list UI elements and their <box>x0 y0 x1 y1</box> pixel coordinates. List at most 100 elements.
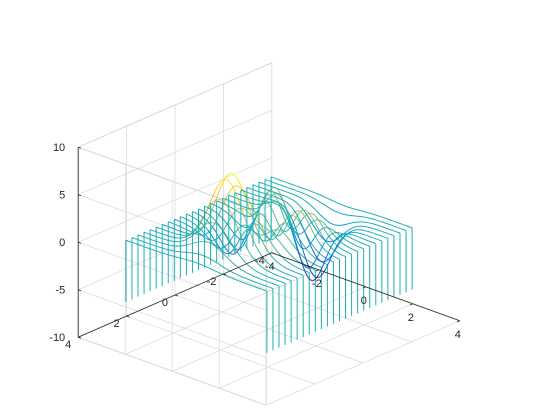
profile-segment <box>292 275 295 278</box>
profile-segment <box>262 187 265 190</box>
profile-segment <box>307 239 311 246</box>
profile-segment <box>271 190 275 193</box>
profile-segment <box>299 205 303 209</box>
profile-segment <box>395 230 398 233</box>
profile-segment <box>377 229 381 232</box>
profile-segment <box>331 232 335 235</box>
profile-segment <box>321 254 325 258</box>
profile-segment <box>225 221 229 226</box>
profile-segment <box>240 189 244 192</box>
profile-segment <box>157 246 161 248</box>
profile-segment <box>177 224 181 227</box>
x-grid-floor <box>172 286 366 372</box>
profile-segment <box>374 214 378 216</box>
profile-segment <box>306 267 309 269</box>
profile-segment <box>287 273 291 276</box>
profile-segment <box>386 232 390 235</box>
profile-segment <box>299 186 302 189</box>
profile-segment <box>285 207 289 212</box>
profile-segment <box>332 239 336 242</box>
profile-segment <box>268 276 272 279</box>
profile-segment <box>324 218 328 222</box>
profile-segment <box>264 179 268 181</box>
profile-segment <box>264 269 268 272</box>
profile-segment <box>285 181 288 184</box>
profile-segment <box>312 268 316 271</box>
profile-segment <box>237 211 241 214</box>
profile-segment <box>317 211 321 215</box>
profile-segment <box>162 247 165 250</box>
profile-segment <box>354 244 357 247</box>
profile-segment <box>220 181 224 187</box>
profile-segment <box>212 244 216 247</box>
profile-segment <box>194 212 198 215</box>
profile-segment <box>307 223 312 227</box>
profile-segment <box>292 184 295 186</box>
profile-segment <box>279 205 283 209</box>
profile-segment <box>297 250 302 259</box>
profile-segment <box>353 208 356 210</box>
profile-segment <box>243 282 246 284</box>
y-tick-mark <box>174 294 178 297</box>
profile-segment <box>284 247 288 252</box>
profile-segment <box>182 217 186 220</box>
profile-segment <box>313 191 316 194</box>
profile-segment <box>297 203 301 207</box>
profile-segment <box>182 227 185 230</box>
profile-segment <box>255 261 259 265</box>
profile-segment <box>234 175 238 180</box>
profile-segment <box>224 274 228 277</box>
profile-segment <box>183 222 187 225</box>
profile-segment <box>338 252 342 255</box>
profile-segment <box>214 270 218 273</box>
profile-segment <box>385 237 389 239</box>
profile-segment <box>320 273 324 277</box>
profile-segment <box>272 237 275 241</box>
profile-segment <box>237 207 241 210</box>
profile-segment <box>248 251 252 256</box>
profile-segment <box>271 181 275 184</box>
profile-segment <box>274 196 278 199</box>
profile-segment <box>389 233 392 236</box>
profile-segment <box>273 246 277 251</box>
profile-segment <box>224 210 228 214</box>
profile-segment <box>251 280 255 283</box>
profile-segment <box>333 234 337 239</box>
profile-segment <box>263 258 267 263</box>
profile-segment <box>300 191 303 194</box>
profile-segment <box>219 206 223 213</box>
profile-segment <box>398 227 402 230</box>
profile-segment <box>246 186 250 189</box>
profile-segment <box>260 191 264 194</box>
profile-segment <box>231 201 235 204</box>
profile-segment <box>278 269 281 272</box>
profile-segment <box>306 271 310 274</box>
profile-segment <box>165 239 168 241</box>
profile-segment <box>335 251 339 254</box>
profile-segment <box>236 221 240 225</box>
waterfall-row <box>131 237 274 351</box>
profile-segment <box>137 234 141 237</box>
profile-segment <box>247 224 251 228</box>
profile-segment <box>272 257 276 261</box>
profile-segment <box>164 248 168 250</box>
profile-segment <box>206 219 210 223</box>
profile-segment <box>181 221 184 224</box>
profile-segment <box>225 268 229 271</box>
profile-segment <box>264 289 268 292</box>
profile-segment <box>367 212 370 214</box>
profile-segment <box>258 181 262 184</box>
profile-segment <box>280 281 283 283</box>
profile-segment <box>174 218 177 221</box>
profile-segment <box>219 272 223 275</box>
profile-segment <box>168 235 172 238</box>
profile-segment <box>261 213 265 217</box>
profile-segment <box>334 238 338 241</box>
profile-segment <box>314 247 318 252</box>
profile-segment <box>276 203 280 207</box>
profile-segment <box>186 213 189 216</box>
profile-segment <box>265 285 269 288</box>
profile-segment <box>287 191 290 194</box>
profile-segment <box>282 180 286 183</box>
profile-segment <box>391 234 395 237</box>
